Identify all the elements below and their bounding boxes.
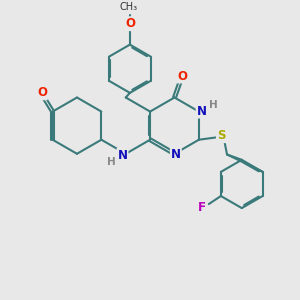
- Text: CH₃: CH₃: [119, 2, 138, 12]
- Text: O: O: [125, 17, 135, 30]
- Text: O: O: [37, 86, 47, 99]
- Text: H: H: [106, 157, 116, 167]
- Text: N: N: [171, 148, 181, 161]
- Text: N: N: [196, 104, 207, 118]
- Text: F: F: [198, 201, 206, 214]
- Text: N: N: [118, 148, 128, 162]
- Text: H: H: [209, 100, 218, 110]
- Text: S: S: [217, 129, 225, 142]
- Text: O: O: [178, 70, 188, 83]
